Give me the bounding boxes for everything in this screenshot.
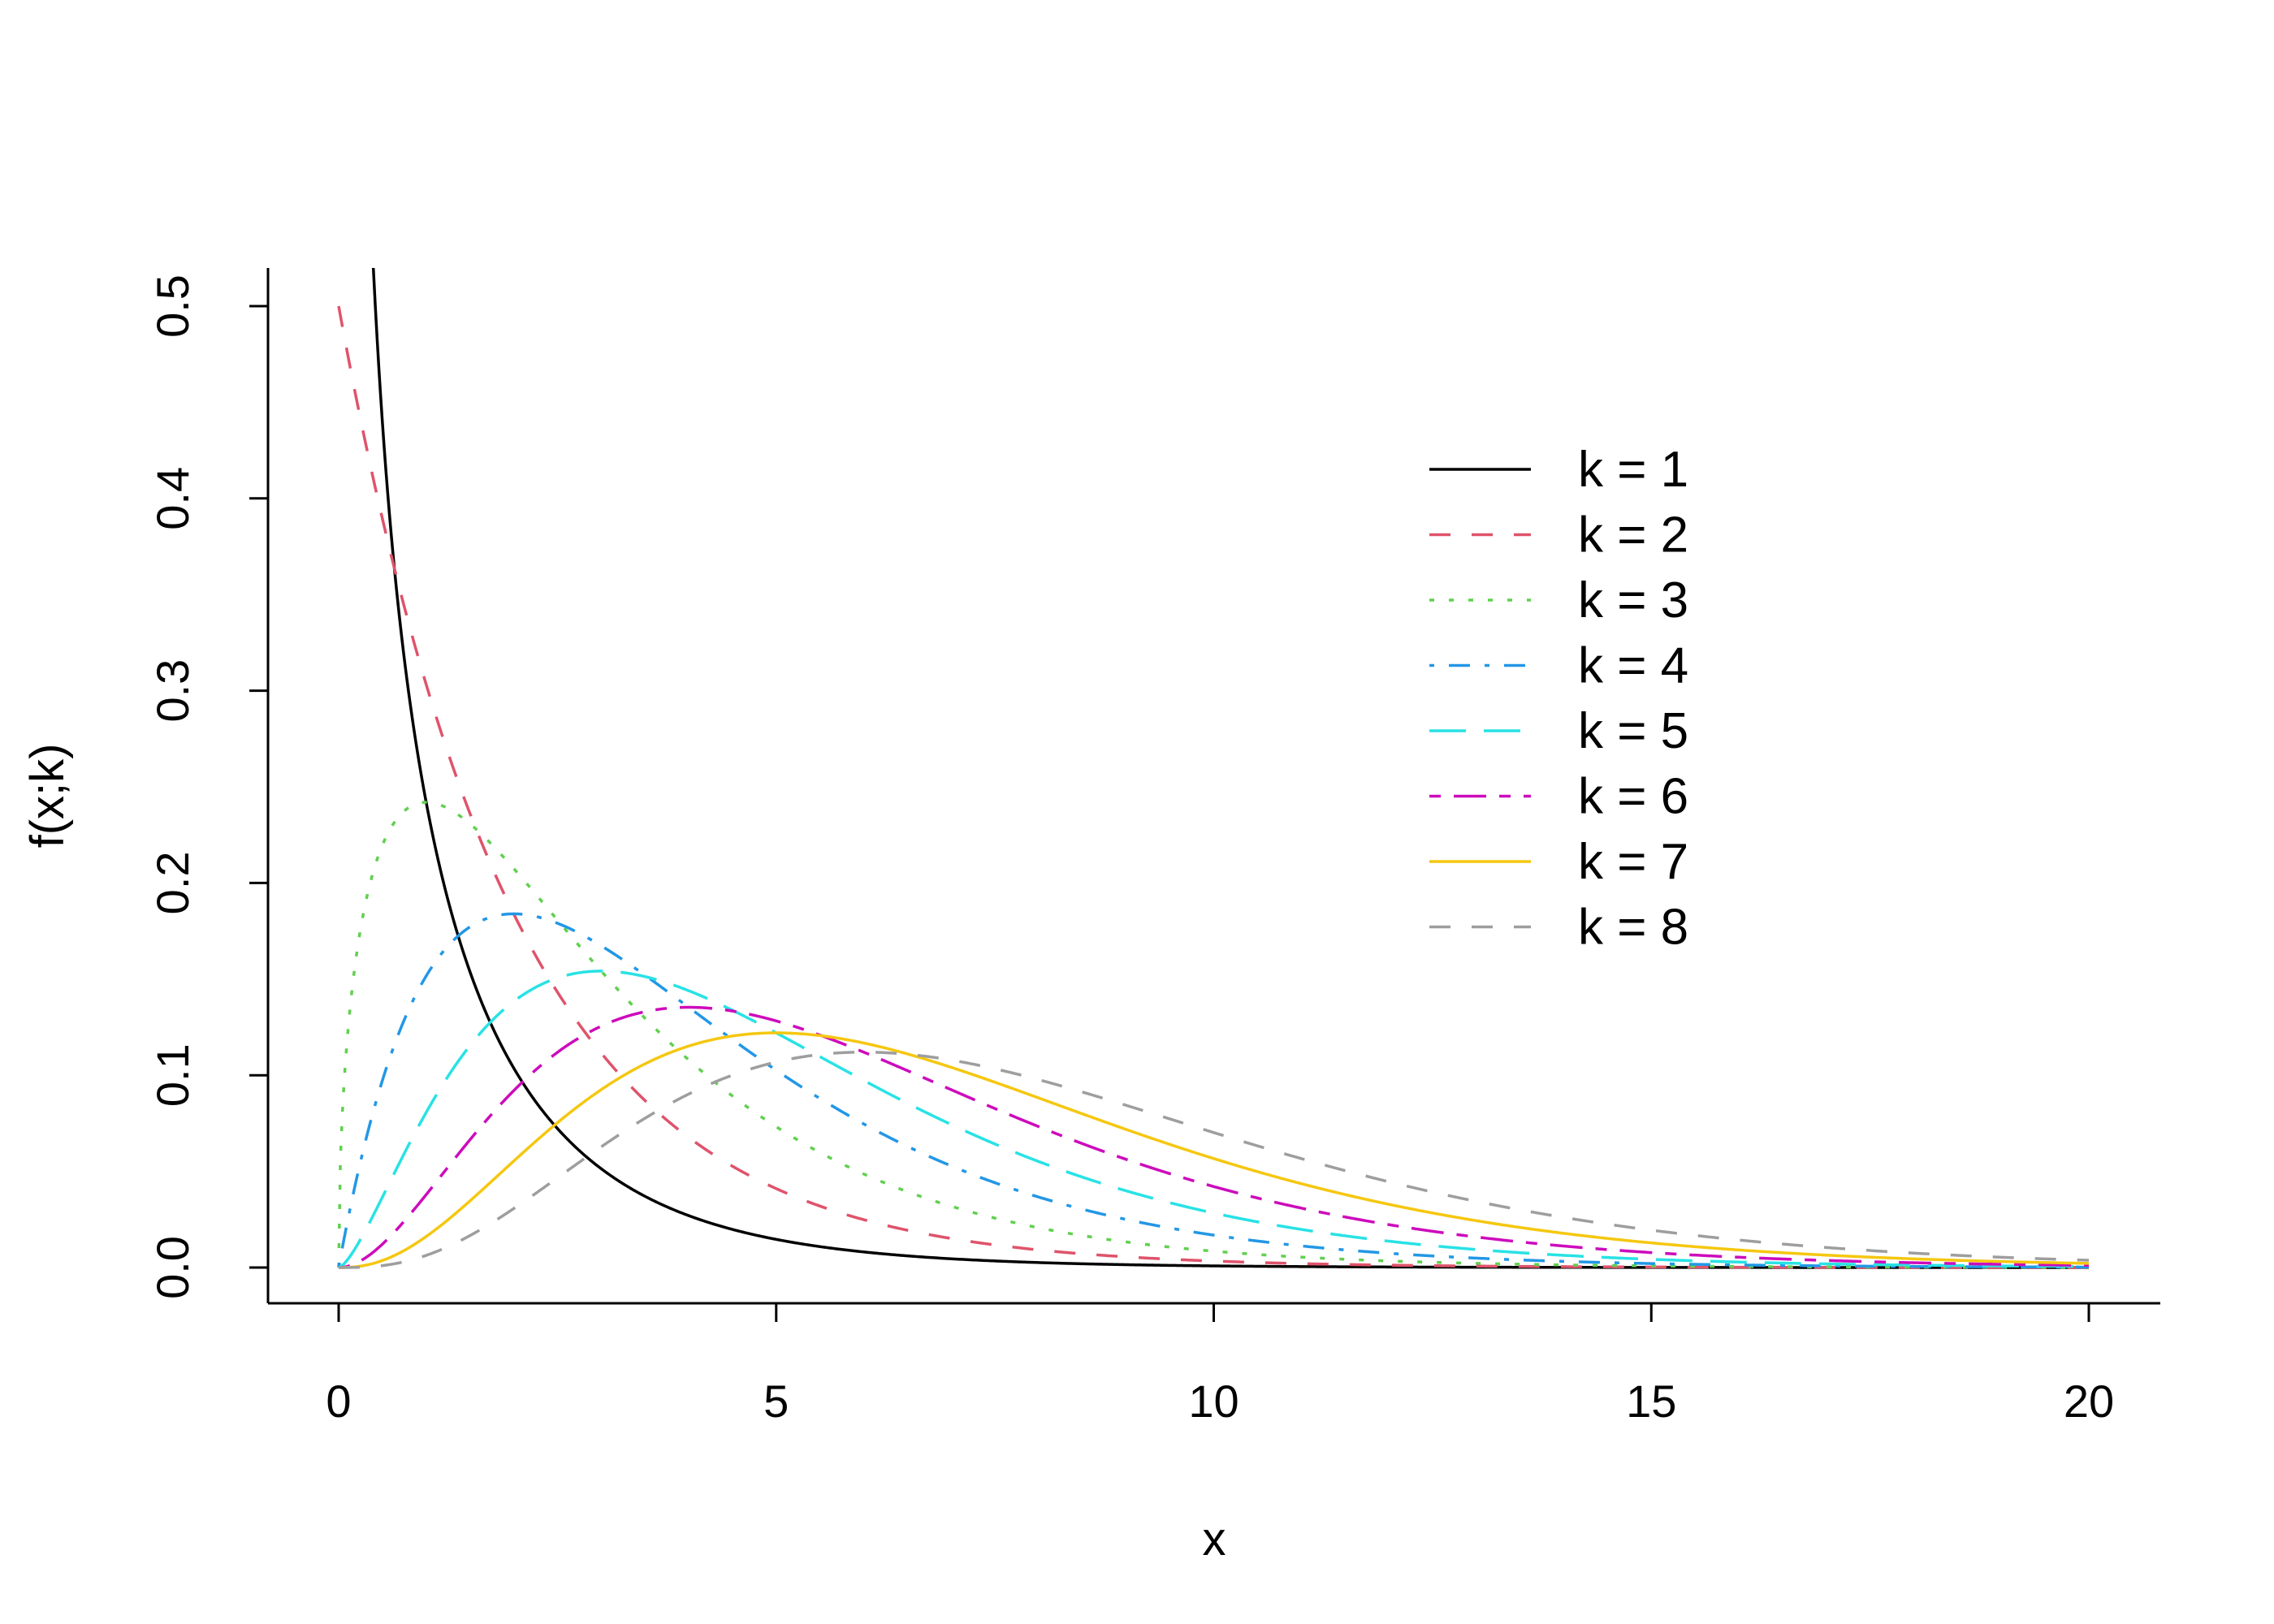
y-tick-label: 0.1 <box>147 1043 198 1107</box>
x-tick-label: 5 <box>763 1376 789 1427</box>
legend-label-k-1: k = 1 <box>1578 442 1688 498</box>
x-tick-label: 20 <box>2064 1376 2114 1427</box>
series-line-k-6 <box>338 1005 2090 1269</box>
y-tick-label: 0.0 <box>147 1236 198 1299</box>
x-tick-label: 15 <box>1626 1376 1676 1427</box>
series-curves <box>337 268 2090 1269</box>
y-tick-label: 0.3 <box>147 659 198 723</box>
legend-label-k-2: k = 2 <box>1578 508 1688 564</box>
legend-label-k-7: k = 7 <box>1578 834 1688 890</box>
legend-label-k-5: k = 5 <box>1578 703 1688 759</box>
series-line-k-4 <box>337 912 2089 1269</box>
x-axis-label: x <box>1203 1513 1226 1566</box>
y-axis-label: f(x;k) <box>21 744 74 849</box>
x-tick-label: 0 <box>326 1376 351 1427</box>
series-line-k-7 <box>339 1031 2090 1269</box>
legend: k = 1 k = 2 k = 3 k = 4 k = 5 k = 6 k = 7 k = 8 <box>1429 442 1688 956</box>
legend-label-k-6: k = 6 <box>1578 769 1688 825</box>
legend-label-k-3: k = 3 <box>1578 572 1688 628</box>
series-line-k-2 <box>337 305 2089 1269</box>
x-tick-label: 10 <box>1188 1376 1239 1427</box>
legend-label-k-4: k = 4 <box>1578 638 1688 694</box>
y-ticks: 0.0 0.1 0.2 0.3 0.4 0.5 <box>147 274 268 1299</box>
series-line-k-5 <box>338 970 2090 1269</box>
series-line-k-8 <box>339 1050 2090 1269</box>
y-tick-label: 0.4 <box>147 467 198 530</box>
legend-label-k-8: k = 8 <box>1578 900 1688 956</box>
y-tick-label: 0.2 <box>147 851 198 914</box>
x-ticks: 0 5 10 15 20 <box>326 1303 2114 1427</box>
series-line-k-1 <box>371 268 2089 1269</box>
axes <box>266 268 2160 1305</box>
series-line-k-3 <box>337 801 2089 1269</box>
y-tick-label: 0.5 <box>147 274 198 338</box>
